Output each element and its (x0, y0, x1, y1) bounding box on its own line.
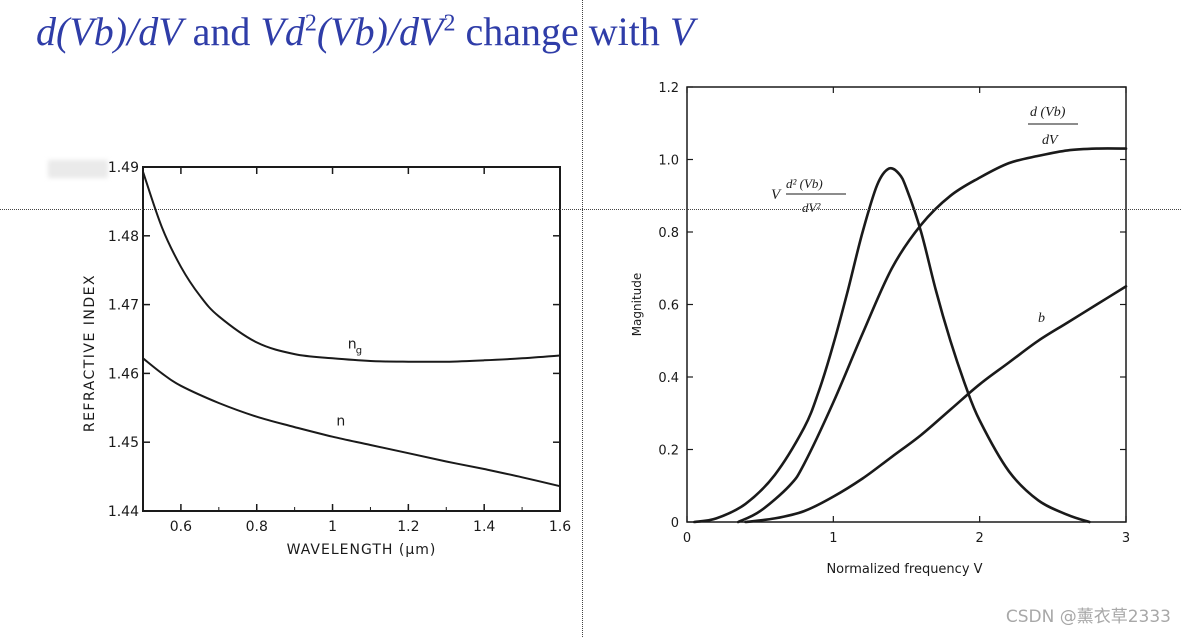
annotation-d1-numerator: d (Vb) (1030, 105, 1066, 120)
series-ng-label: n (348, 337, 357, 353)
title-part-7: change with (455, 9, 670, 54)
x-axis-label: Normalized frequency V (826, 562, 982, 577)
series-n-label: n (336, 414, 345, 430)
title-part-3: Vd (260, 9, 305, 54)
series-ng-line (142, 171, 561, 363)
x-tick-label: 0.8 (246, 519, 268, 535)
annotation-d1-denominator: dV (1042, 133, 1059, 148)
y-tick-label: 1.0 (658, 154, 679, 169)
annotation-b: b (1038, 311, 1045, 326)
y-tick-label: 1.46 (108, 366, 139, 382)
y-tick-label: 1.47 (108, 298, 139, 314)
title-part-1: d(Vb)/dV (36, 9, 183, 54)
series-b-line (744, 285, 1128, 524)
y-tick-label: 1.49 (108, 160, 139, 176)
annotation-d2-denominator: dV² (802, 200, 821, 215)
series-second-derivative-line (693, 166, 1091, 524)
x-tick-label: 1.4 (473, 519, 495, 535)
slide-title: d(Vb)/dV and Vd2(Vb)/dV2 change with V (36, 8, 694, 56)
title-part-4: 2 (304, 10, 317, 37)
y-tick-label: 0.8 (658, 226, 679, 241)
y-tick-label: 0.2 (658, 444, 679, 459)
annotation-d2-v: V (771, 187, 782, 203)
y-axis-label: Magnitude (630, 273, 644, 337)
y-axis-label: REFRACTIVE INDEX (82, 274, 98, 432)
x-tick-label: 0 (683, 531, 691, 546)
series-ng-label-sub: g (356, 346, 362, 357)
y-tick-label: 1.44 (108, 504, 139, 520)
x-axis-label: WAVELENGTH (μm) (287, 542, 437, 558)
title-part-6: 2 (443, 10, 456, 37)
plot-frame (142, 166, 561, 512)
scan-artifact (48, 160, 108, 178)
annotation-d2-numerator: d² (Vb) (786, 176, 823, 191)
title-part-2: and (182, 9, 261, 54)
x-tick-label: 1.6 (549, 519, 571, 535)
title-part-5: (Vb)/dV (316, 9, 444, 54)
x-tick-label: 0.6 (170, 519, 192, 535)
y-tick-label: 1.45 (108, 435, 139, 451)
x-tick-label: 3 (1122, 531, 1130, 546)
series-first-derivative-line (736, 147, 1128, 524)
series-n-line (142, 357, 561, 488)
x-tick-label: 1 (328, 519, 337, 535)
x-tick-label: 2 (976, 531, 984, 546)
y-tick-label: 0.4 (658, 371, 679, 386)
y-tick-label: 1.2 (658, 81, 679, 96)
x-tick-label: 1 (829, 531, 837, 546)
y-tick-label: 0 (671, 516, 679, 531)
y-tick-label: 1.48 (108, 229, 139, 245)
title-part-8: V (669, 9, 695, 54)
x-tick-label: 1.2 (397, 519, 419, 535)
y-tick-label: 0.6 (658, 299, 679, 314)
watermark: CSDN @薰衣草2333 (1005, 607, 1171, 627)
